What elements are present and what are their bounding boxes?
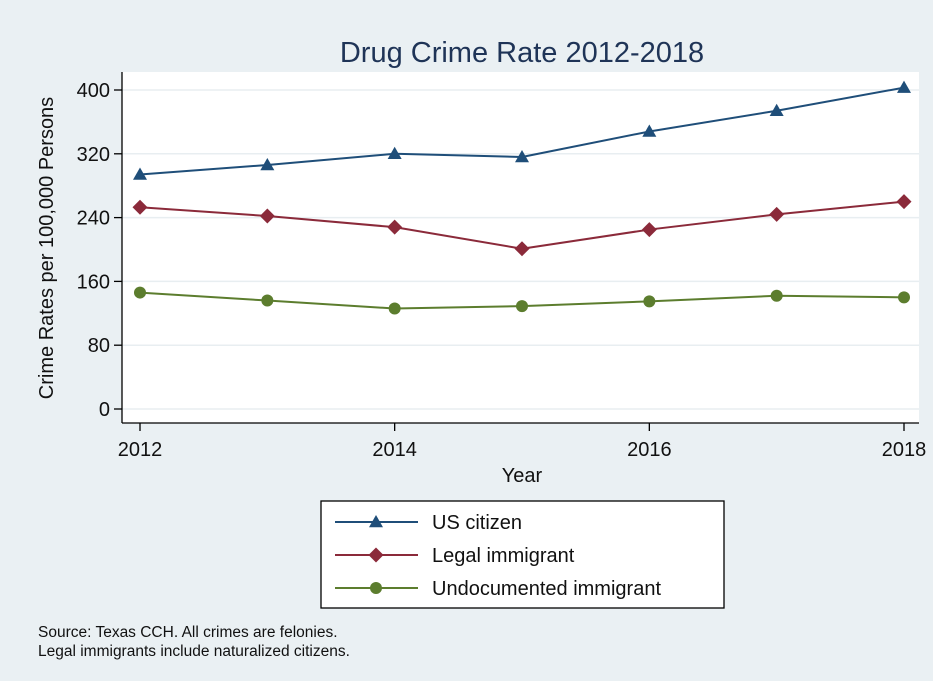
x-tick-label: 2014 (372, 439, 417, 461)
data-point-triangle (642, 124, 657, 137)
data-point-triangle (897, 80, 911, 93)
data-point-circle (898, 291, 910, 304)
data-point-triangle (133, 167, 147, 180)
y-tick-label: 400 (77, 80, 110, 102)
chart-title: Drug Crime Rate 2012-2018 (340, 37, 704, 69)
axes: 0 80 160 240 320 400 2012 2014 2016 2018 (77, 72, 927, 461)
legend-marker-diamond (368, 547, 384, 563)
legend-marker-circle (370, 582, 382, 594)
chart-notes: Source: Texas CCH. All crimes are feloni… (38, 623, 350, 661)
data-point-triangle (260, 157, 275, 171)
legend: US citizen Legal immigrant Undocumented im… (320, 500, 725, 609)
data-point-diamond (387, 219, 403, 235)
data-point-diamond (769, 206, 785, 222)
legend-label: Legal immigrant (432, 545, 575, 567)
data-point-circle (261, 294, 274, 307)
data-point-diamond (259, 208, 275, 224)
data-point-triangle (769, 103, 784, 116)
note-legal-immigrants: Legal immigrants include naturalized cit… (38, 643, 350, 660)
legend-marker-triangle (369, 515, 383, 528)
legend-label: US citizen (432, 512, 522, 534)
data-point-diamond (132, 199, 148, 215)
y-tick-label: 240 (77, 208, 110, 230)
y-tick-label: 0 (99, 399, 110, 421)
data-point-circle (770, 289, 783, 302)
y-axis-label: Crime Rates per 100,000 Persons (36, 97, 58, 399)
data-point-diamond (641, 222, 657, 238)
series-group (132, 80, 912, 315)
y-tick-label: 320 (77, 144, 110, 166)
x-tick-label: 2016 (627, 439, 672, 461)
y-tick-label: 160 (77, 271, 110, 293)
x-tick-label: 2012 (118, 439, 163, 461)
x-axis-label: Year (502, 465, 543, 487)
data-point-circle (643, 295, 656, 308)
legend-label: Undocumented immigrant (432, 578, 661, 600)
note-source: Source: Texas CCH. All crimes are feloni… (38, 624, 338, 641)
gridlines (122, 89, 919, 410)
data-point-diamond (514, 241, 530, 257)
data-point-circle (388, 302, 401, 315)
data-point-diamond (896, 194, 912, 210)
x-tick-label: 2018 (882, 439, 927, 461)
data-point-triangle (515, 149, 529, 163)
data-point-triangle (387, 146, 402, 160)
y-tick-label: 80 (88, 335, 110, 357)
data-point-circle (516, 300, 528, 313)
data-point-circle (134, 286, 146, 299)
